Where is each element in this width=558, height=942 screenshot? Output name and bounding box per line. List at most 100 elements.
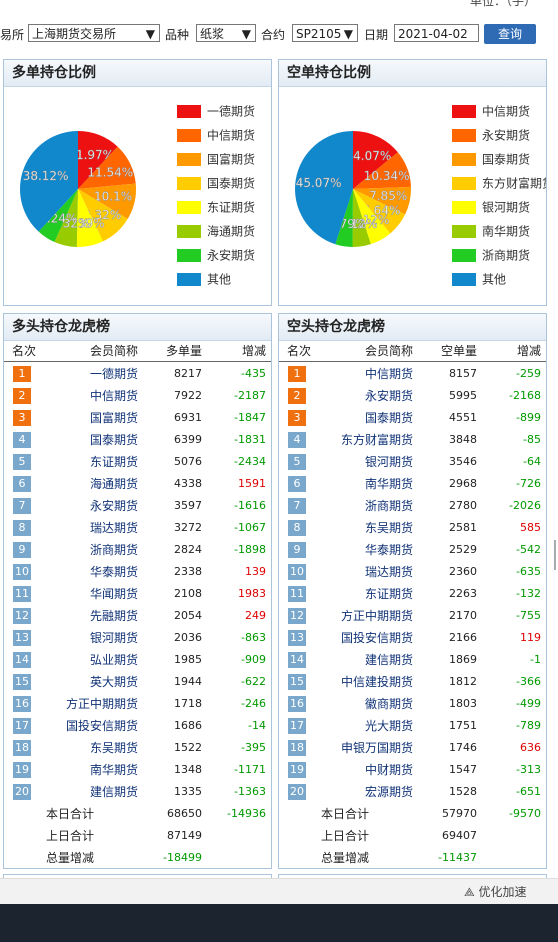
- member-name: 永安期货: [89, 499, 138, 513]
- slice-label: 9.32%: [83, 208, 121, 222]
- change: -863: [241, 631, 266, 644]
- rank-badge: 10: [13, 564, 31, 580]
- volume: 2824: [174, 543, 202, 556]
- dropdown-arrow: ▼: [145, 27, 155, 41]
- legend-label: 浙商期货: [482, 248, 530, 263]
- total-change: -9570: [509, 807, 541, 820]
- member-name: 南华期货: [89, 763, 138, 777]
- member-name: 华泰期货: [89, 565, 138, 579]
- legend-swatch: [177, 129, 201, 142]
- member-name: 国泰期货: [364, 411, 413, 425]
- total-volume: 87149: [167, 829, 202, 842]
- legend-label: 银河期货: [482, 200, 530, 215]
- accelerate-button[interactable]: ⟁ 优化加速: [464, 885, 527, 899]
- date-label: 日期: [364, 28, 389, 42]
- member-name: 浙商期货: [364, 499, 413, 513]
- rank-badge: 17: [13, 718, 31, 734]
- member-name: 申银万国期货: [340, 741, 413, 755]
- exchange-select[interactable]: 上海期货交易所 ▼: [28, 24, 160, 42]
- volume: 2170: [449, 609, 477, 622]
- total-label: 上日合计: [321, 829, 370, 843]
- variety-select[interactable]: 纸浆 ▼: [196, 24, 256, 42]
- volume: 2036: [174, 631, 202, 644]
- member-name: 国富期货: [89, 411, 138, 425]
- volume: 1686: [174, 719, 202, 732]
- change: -1: [530, 653, 541, 666]
- member-name: 东证期货: [89, 455, 138, 469]
- exchange-label: 易所: [0, 28, 25, 42]
- slice-label: 10.34%: [364, 169, 410, 183]
- volume: 5076: [174, 455, 202, 468]
- change: -542: [516, 543, 541, 556]
- change: 1983: [238, 587, 266, 600]
- legend-label: 南华期货: [482, 224, 530, 239]
- change: -2026: [509, 499, 541, 512]
- member-name: 银河期货: [364, 455, 413, 469]
- volume: 2529: [449, 543, 477, 556]
- column-header: 增减: [516, 344, 541, 358]
- change: 139: [245, 565, 266, 578]
- volume: 4551: [449, 411, 477, 424]
- volume: 5995: [449, 389, 477, 402]
- date-input[interactable]: 2021-04-02: [394, 24, 479, 42]
- contract-select[interactable]: SP2105 ▼: [292, 24, 358, 42]
- change: 1591: [238, 477, 266, 490]
- rank-badge: 20: [288, 784, 306, 800]
- change: -435: [241, 367, 266, 380]
- dropdown-arrow: ▼: [343, 27, 353, 41]
- contract-label: 合约: [261, 28, 286, 42]
- total-volume: 69407: [442, 829, 477, 842]
- volume: 2054: [174, 609, 202, 622]
- volume: 1869: [449, 653, 477, 666]
- legend-label: 海通期货: [207, 224, 255, 239]
- member-name: 英大期货: [89, 675, 138, 689]
- rank-badge: 18: [13, 740, 31, 756]
- total-change: -18499: [163, 851, 202, 864]
- legend-swatch: [177, 201, 201, 214]
- change: -1067: [234, 521, 266, 534]
- slice-label: 14.07%: [345, 149, 391, 163]
- pie-slice: [353, 152, 411, 189]
- rank-badge: 5: [288, 454, 306, 470]
- member-name: 弘业期货: [89, 653, 138, 667]
- rank-badge: 6: [13, 476, 31, 492]
- pie-slice: [353, 131, 398, 189]
- pie-slice: [295, 131, 353, 245]
- legend-swatch: [452, 225, 476, 238]
- rank-badge: 19: [288, 762, 306, 778]
- volume: 1985: [174, 653, 202, 666]
- legend-swatch: [452, 129, 476, 142]
- query-button[interactable]: 查询: [484, 24, 536, 44]
- change: -366: [516, 675, 541, 688]
- rank-badge: 20: [13, 784, 31, 800]
- rank-badge: 9: [13, 542, 31, 558]
- volume: 1746: [449, 741, 477, 754]
- volume: 1348: [174, 763, 202, 776]
- date-value: 2021-04-02: [398, 27, 468, 41]
- status-bar: [0, 878, 558, 905]
- slice-label: 38.12%: [23, 169, 69, 183]
- volume: 1944: [174, 675, 202, 688]
- table-panel: 空头持仓龙虎榜 名次 会员简称 空单量 增减 1 中信期货 8157 -259 2 永安期货 5995…: [278, 313, 547, 869]
- pie-slice: [353, 189, 406, 234]
- rank-badge: 14: [13, 652, 31, 668]
- slice-label: 45.07%: [296, 176, 342, 190]
- volume: 3597: [174, 499, 202, 512]
- change: -2168: [509, 389, 541, 402]
- change: -1171: [234, 763, 266, 776]
- rank-badge: 3: [288, 410, 306, 426]
- rank-badge: 7: [13, 498, 31, 514]
- change: -909: [241, 653, 266, 666]
- pie-slice: [352, 189, 371, 247]
- member-name: 瑞达期货: [89, 521, 138, 535]
- change: -1363: [234, 785, 266, 798]
- legend-swatch: [177, 153, 201, 166]
- change: -726: [516, 477, 541, 490]
- volume: 4338: [174, 477, 202, 490]
- rank-badge: 5: [13, 454, 31, 470]
- legend-swatch: [177, 177, 201, 190]
- total-change: -14936: [227, 807, 266, 820]
- change: -1616: [234, 499, 266, 512]
- table-panel: 多头持仓龙虎榜 名次 会员简称 多单量 增减 1 一德期货 8217 -435 2 中信期货 7922…: [3, 313, 272, 869]
